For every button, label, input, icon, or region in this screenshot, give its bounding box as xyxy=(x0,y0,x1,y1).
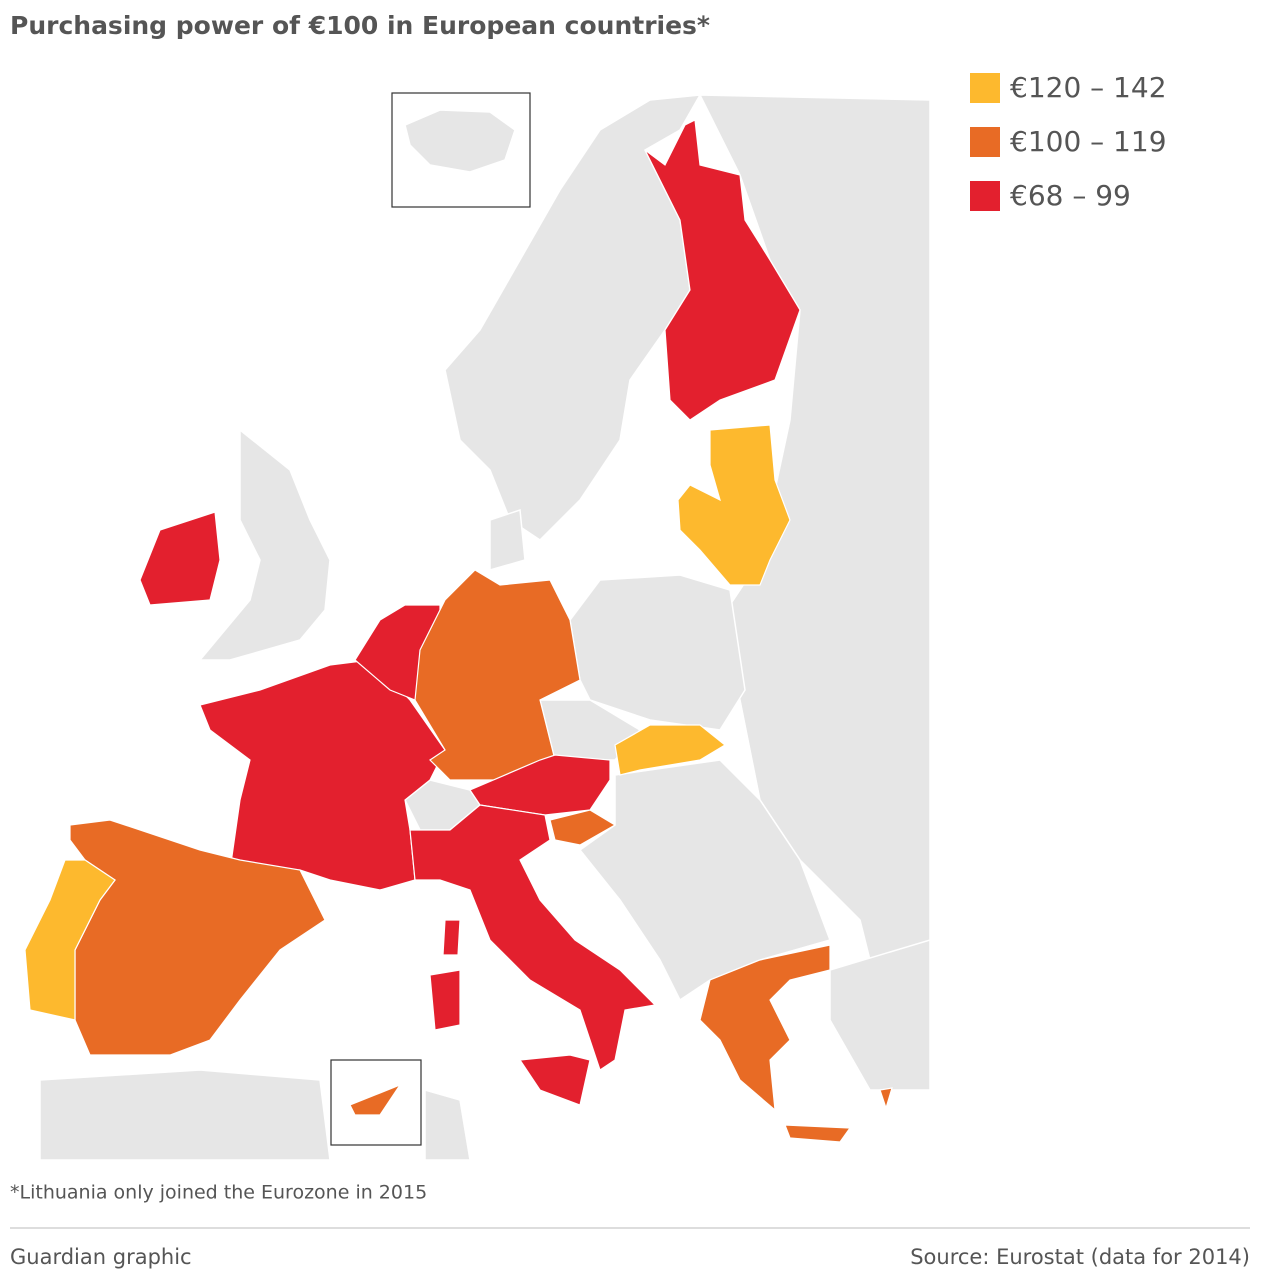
country xyxy=(139,511,221,606)
footnote: *Lithuania only joined the Eurozone in 2… xyxy=(10,1182,427,1204)
country xyxy=(442,919,461,956)
legend-swatch xyxy=(970,181,1000,211)
source: Source: Eurostat (data for 2014) xyxy=(910,1245,1250,1269)
legend-label: €68 – 99 xyxy=(1010,179,1131,212)
inset-iceland xyxy=(391,92,531,208)
legend: €120 – 142 €100 – 119 €68 – 99 xyxy=(970,71,1167,212)
country xyxy=(409,804,657,1071)
country xyxy=(414,569,581,781)
legend-swatch xyxy=(970,127,1000,157)
country xyxy=(349,1083,402,1116)
inset-cyprus xyxy=(330,1059,422,1146)
country xyxy=(644,119,801,421)
country xyxy=(429,969,461,1031)
country xyxy=(784,1124,852,1143)
country xyxy=(699,944,831,1112)
country xyxy=(24,859,116,1021)
country xyxy=(614,724,727,776)
country xyxy=(677,424,791,586)
country xyxy=(518,1054,591,1106)
legend-label: €100 – 119 xyxy=(1010,125,1167,158)
legend-swatch xyxy=(970,73,1000,103)
eurozone-countries xyxy=(24,119,893,1143)
country xyxy=(549,809,617,846)
legend-label: €120 – 142 xyxy=(1010,71,1167,104)
title: Purchasing power of €100 in European cou… xyxy=(10,11,710,40)
credit: Guardian graphic xyxy=(10,1245,192,1269)
country xyxy=(879,1087,893,1110)
